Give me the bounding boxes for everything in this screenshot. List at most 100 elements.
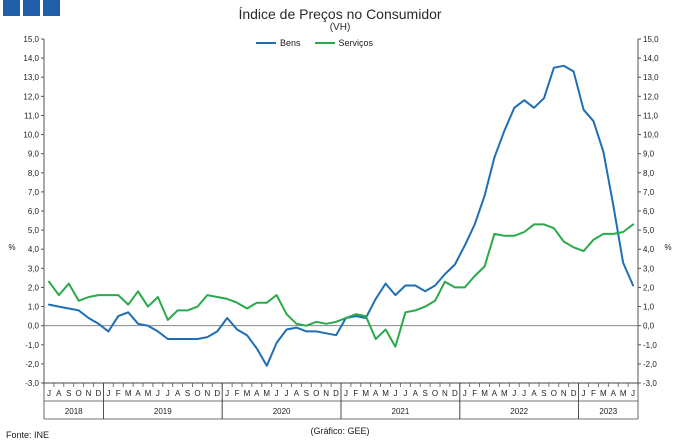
y-tick-label-right: 7,0: [643, 188, 655, 197]
x-tick-label: A: [56, 389, 62, 398]
y-tick-label-left: 10,0: [23, 131, 39, 140]
x-tick-label: F: [235, 389, 240, 398]
x-tick-label: A: [373, 389, 379, 398]
x-tick-label: J: [156, 389, 160, 398]
x-tick-label: O: [194, 389, 200, 398]
x-tick-label: M: [263, 389, 270, 398]
legend-item-servicos: Serviços: [314, 38, 374, 48]
y-tick-label-left: -2,0: [25, 360, 39, 369]
y-tick-label-right: 1,0: [643, 303, 655, 312]
chart-subtitle: (VH): [329, 22, 351, 33]
y-tick-label-left: 3,0: [28, 264, 40, 273]
x-tick-label: N: [442, 389, 448, 398]
x-tick-label: M: [125, 389, 132, 398]
x-tick-label: S: [304, 389, 309, 398]
x-tick-label: D: [96, 389, 102, 398]
y-tick-label-left: 2,0: [28, 283, 40, 292]
y-tick-label-right: 4,0: [643, 245, 655, 254]
y-tick-label-left: 5,0: [28, 226, 40, 235]
legend-item-bens: Bens: [256, 38, 301, 48]
x-tick-label: A: [492, 389, 498, 398]
x-tick-label: S: [66, 389, 71, 398]
x-tick-label: J: [275, 389, 279, 398]
y-tick-label-right: -1,0: [643, 341, 657, 350]
x-tick-label: J: [225, 389, 229, 398]
y-tick-label-right: -3,0: [643, 379, 657, 388]
x-tick-label: D: [333, 389, 339, 398]
legend-swatch-servicos: [314, 42, 335, 44]
x-tick-label: S: [422, 389, 427, 398]
y-tick-label-right: 0,0: [643, 322, 655, 331]
x-tick-label: J: [166, 389, 170, 398]
x-tick-label: M: [600, 389, 607, 398]
chart-title: Índice de Preços no Consumidor: [238, 6, 442, 22]
y-tick-label-left: 13,0: [23, 73, 39, 82]
x-tick-label: A: [175, 389, 181, 398]
x-tick-label: N: [323, 389, 329, 398]
legend-label-bens: Bens: [280, 38, 301, 48]
y-tick-label-right: 12,0: [643, 92, 659, 101]
x-tick-label: J: [285, 389, 289, 398]
x-tick-label: J: [393, 389, 397, 398]
year-label: 2020: [273, 407, 291, 416]
x-tick-label: N: [86, 389, 92, 398]
x-tick-label: J: [344, 389, 348, 398]
y-tick-label-left: 0,0: [28, 322, 40, 331]
y-tick-label-right: 10,0: [643, 131, 659, 140]
x-tick-label: F: [591, 389, 596, 398]
x-tick-label: A: [254, 389, 260, 398]
legend-label-servicos: Serviços: [338, 38, 374, 48]
logo-square: [23, 0, 40, 16]
logo: [3, 0, 60, 16]
y-tick-label-right: 6,0: [643, 207, 655, 216]
y-tick-label-left: 7,0: [28, 188, 40, 197]
x-tick-label: A: [294, 389, 300, 398]
chart-legend: Bens Serviços: [256, 38, 373, 48]
x-tick-label: A: [611, 389, 617, 398]
x-tick-label: J: [403, 389, 407, 398]
y-tick-label-right: 3,0: [643, 264, 655, 273]
chart-source: Fonte: INE: [6, 430, 50, 440]
year-label: 2018: [65, 407, 83, 416]
x-tick-label: J: [106, 389, 110, 398]
y-tick-label-left: 9,0: [28, 150, 40, 159]
y-tick-label-right: 8,0: [643, 169, 655, 178]
x-tick-label: N: [561, 389, 567, 398]
x-tick-label: J: [631, 389, 635, 398]
x-tick-label: A: [531, 389, 537, 398]
y-tick-label-left: -3,0: [25, 379, 39, 388]
y-tick-label-left: 6,0: [28, 207, 40, 216]
y-tick-label-left: 15,0: [23, 35, 39, 44]
x-tick-label: M: [382, 389, 389, 398]
x-tick-label: D: [452, 389, 458, 398]
y-tick-label-right: 14,0: [643, 54, 659, 63]
x-tick-label: N: [204, 389, 210, 398]
y-tick-label-right: 13,0: [643, 73, 659, 82]
y-tick-label-right: 15,0: [643, 35, 659, 44]
x-tick-label: M: [244, 389, 251, 398]
y-tick-label-left: 4,0: [28, 245, 40, 254]
x-tick-label: F: [353, 389, 358, 398]
x-tick-label: A: [135, 389, 141, 398]
year-label: 2021: [392, 407, 410, 416]
y-tick-label-right: 5,0: [643, 226, 655, 235]
year-label: 2023: [599, 407, 617, 416]
y-tick-label-left: 8,0: [28, 169, 40, 178]
y-tick-label-left: 12,0: [23, 92, 39, 101]
x-tick-label: A: [413, 389, 419, 398]
x-tick-label: J: [582, 389, 586, 398]
logo-square: [43, 0, 60, 16]
y-axis-label-left: %: [8, 243, 15, 252]
y-axis-label-right: %: [664, 243, 671, 252]
series-line-bens: [48, 64, 635, 367]
x-tick-label: O: [76, 389, 82, 398]
y-tick-label-left: 14,0: [23, 54, 39, 63]
x-tick-label: J: [522, 389, 526, 398]
x-tick-label: O: [313, 389, 319, 398]
x-tick-label: O: [551, 389, 557, 398]
logo-square: [3, 0, 20, 16]
x-tick-label: S: [541, 389, 546, 398]
x-tick-label: O: [432, 389, 438, 398]
x-tick-label: F: [472, 389, 477, 398]
